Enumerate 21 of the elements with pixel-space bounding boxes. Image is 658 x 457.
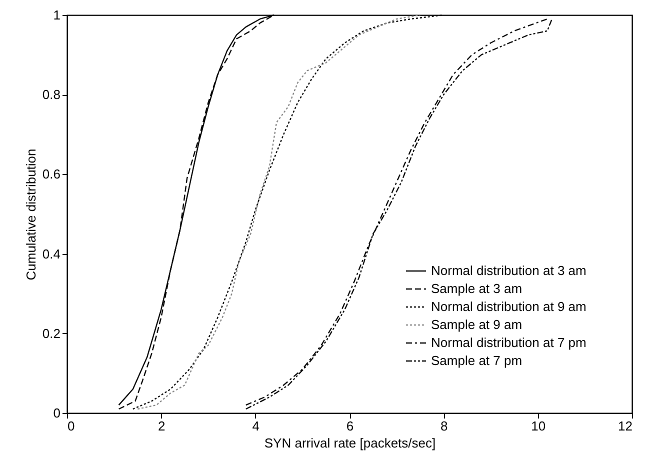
y-tick-label: 0 [53, 406, 60, 420]
x-tick-label: 4 [252, 418, 260, 434]
y-tick-label: 0.6 [42, 166, 60, 182]
legend-label: Normal distribution at 9 am [431, 299, 586, 314]
y-tick-label: 0.2 [42, 326, 60, 341]
y-tick-label: 0.8 [42, 87, 60, 102]
legend-label: Normal distribution at 3 am [431, 263, 586, 278]
legend-label: Sample at 9 am [431, 317, 522, 332]
x-tick-label: 8 [440, 418, 448, 434]
x-tick-label: 12 [618, 418, 632, 434]
x-tick-label: 10 [531, 418, 546, 434]
y-tick-label: 0.4 [42, 246, 60, 262]
y-axis-title: Cumulative distribution [23, 148, 38, 280]
x-tick-label: 0 [68, 418, 75, 434]
legend-label: Normal distribution at 7 pm [431, 335, 586, 350]
legend-label: Sample at 7 pm [431, 353, 522, 368]
x-axis-title: SYN arrival rate [packets/sec] [264, 436, 436, 450]
legend-label: Sample at 3 am [431, 281, 522, 296]
x-tick-label: 6 [346, 418, 354, 434]
y-tick-label: 1 [53, 8, 60, 22]
x-tick-label: 2 [158, 418, 166, 434]
